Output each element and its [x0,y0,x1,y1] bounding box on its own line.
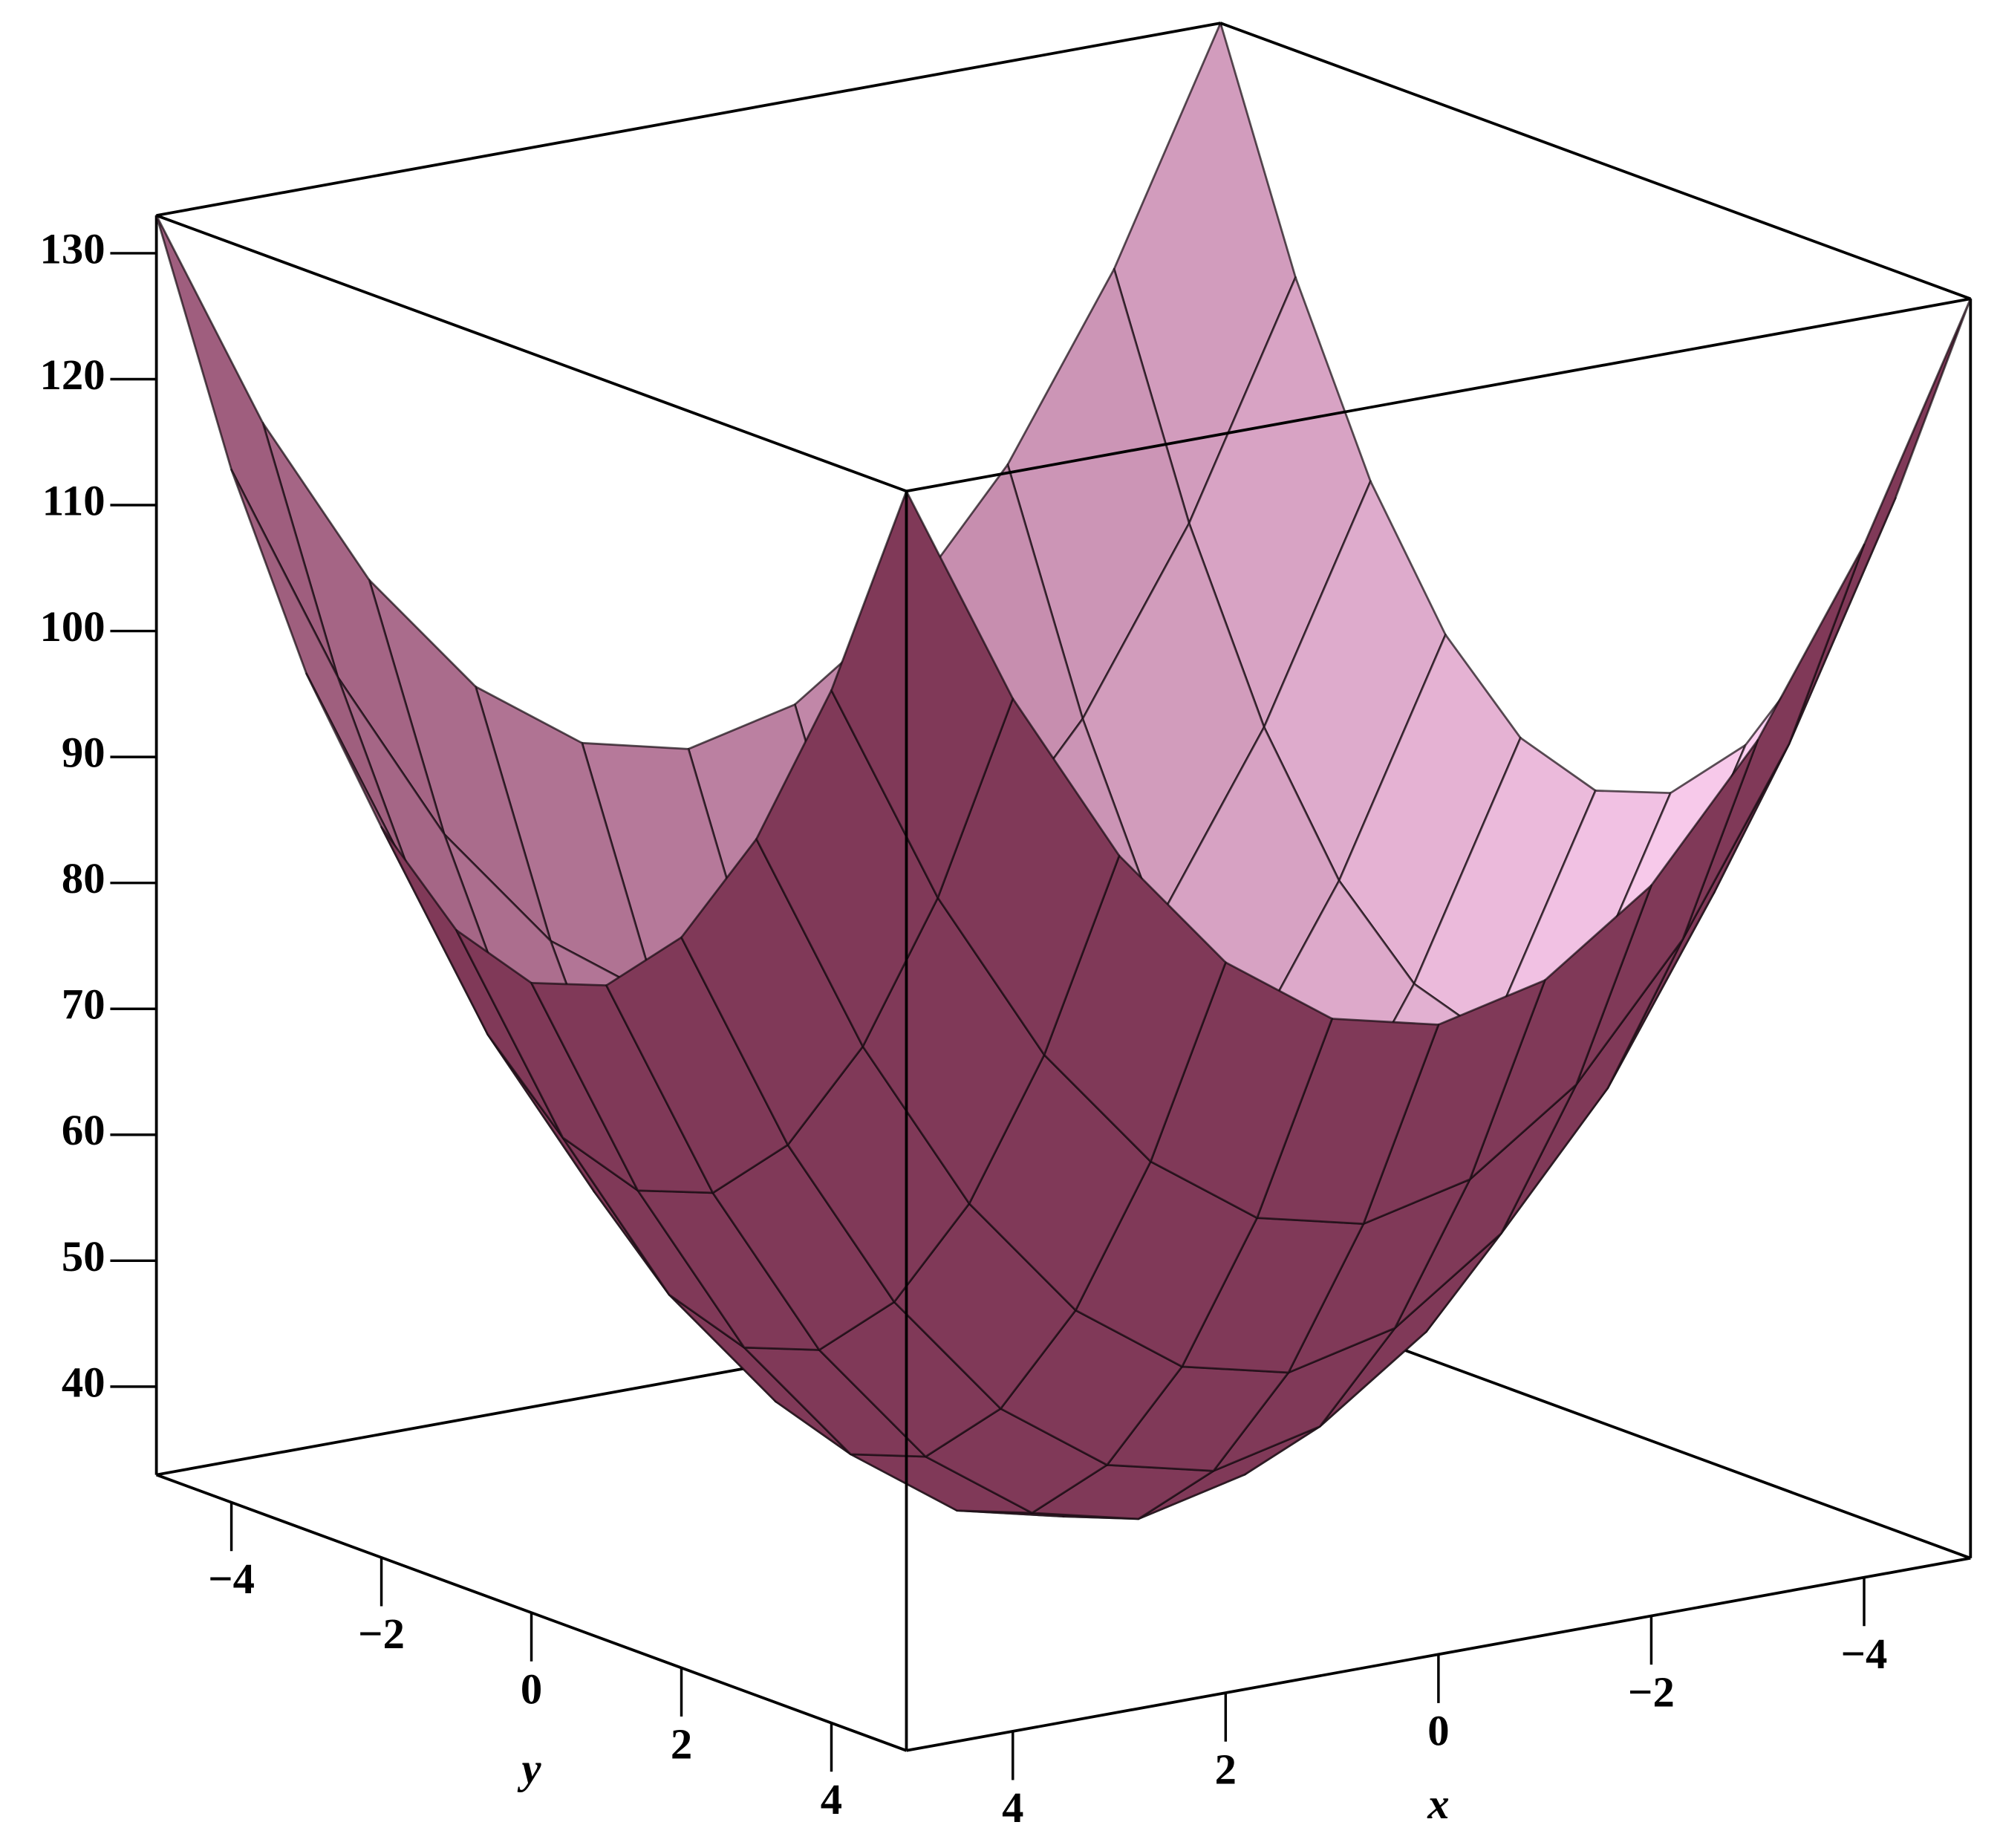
box-edge [156,22,1221,217]
y-tick-label: −2 [358,1610,405,1658]
z-tick-label: 50 [62,1232,105,1281]
x-tick-label: −2 [1628,1668,1675,1717]
y-tick-label: −4 [208,1555,255,1603]
z-tick-label: 100 [40,602,105,651]
y-tick-label: 4 [821,1775,842,1823]
surface-patch [155,214,339,679]
x-tick-label: 4 [1002,1783,1023,1832]
box-edge [155,214,908,493]
z-tick-label: 60 [62,1106,105,1154]
box-edge [906,297,1971,493]
z-tick-label: 40 [62,1358,105,1406]
y-axis-label: y [518,1744,542,1792]
y-tick-label: 2 [671,1720,692,1769]
box-front [155,22,1971,1751]
box-edge [1219,22,1971,301]
z-tick-label: 70 [62,980,105,1029]
z-tick-label: 90 [62,729,105,777]
z-tick-label: 80 [62,854,105,902]
x-tick-label: 0 [1427,1707,1449,1755]
surface-patch [1788,297,1972,745]
surface-patch [1681,544,1866,941]
x-axis-label: x [1427,1780,1449,1828]
x-tick-label: 2 [1215,1745,1237,1793]
axes-labels: 40 50 60 70 80 90 100 110 120 130 −4 −2 0 2 4 −4 −2 0 2 4 y x [40,224,1888,1832]
z-tick-label: 130 [40,224,105,273]
z-tick-label: 120 [40,351,105,399]
surface [155,22,1972,1520]
y-tick-label: 0 [521,1665,542,1713]
z-tick-label: 110 [42,476,105,524]
x-tick-label: −4 [1841,1630,1888,1678]
